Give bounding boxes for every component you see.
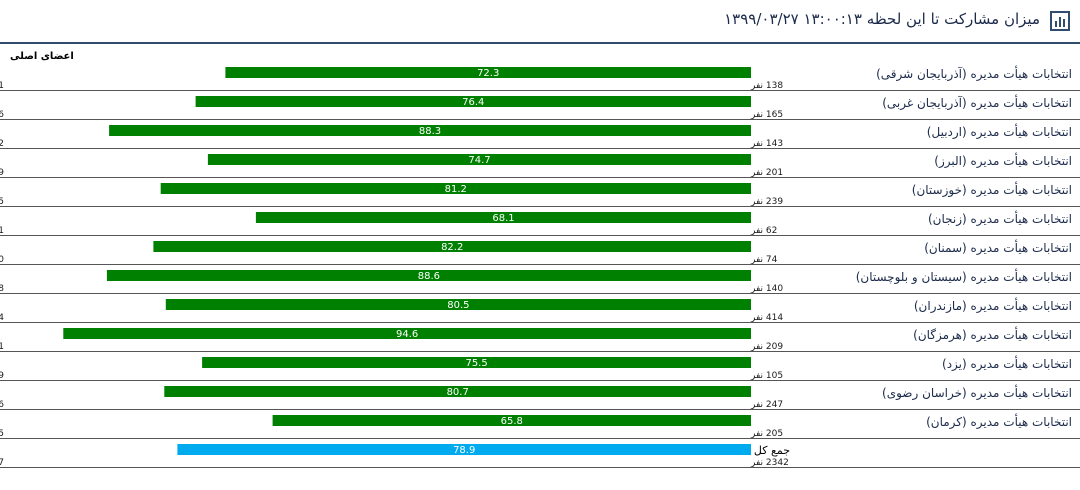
chart-header: میزان مشارکت تا این لحظه ۱۳:۰۰:۱۳ ۱۳۹۹/۰… [0,0,1080,44]
bar-value-label: 81.2 [445,184,467,195]
bar [160,183,751,194]
total-count-label: 90 نفر [0,255,4,265]
row-label: انتخابات هیأت مدیره (یزد) [942,355,1072,372]
bar-value-label: 88.6 [418,271,440,282]
total-count-label: 514 نفر [0,313,4,323]
voted-count-label: 138 نفر [750,81,783,91]
bar-value-label: 82.2 [441,242,463,253]
row-label: انتخابات هیأت مدیره (زنجان) [928,210,1072,227]
bar [164,386,752,397]
total-count-label: 162 نفر [0,139,4,149]
voted-count-label: 165 نفر [750,110,783,120]
bar [202,357,752,368]
row-label: انتخابات هیأت مدیره (خوزستان) [912,181,1072,198]
bar-value-label: 76.4 [462,97,484,108]
bar-value-label: 68.1 [492,213,514,224]
total-count-label: 295 نفر [0,197,4,207]
group-label: اعضای اصلی [10,51,74,62]
bar-value-label: 75.5 [465,358,487,369]
voted-count-label: 247 نفر [750,400,783,410]
bar [207,154,751,165]
bar [63,328,752,339]
bar [272,415,751,426]
total-bar [177,444,751,455]
row-label: انتخابات هیأت مدیره (آذربایجان غربی) [882,94,1072,111]
bar [195,96,752,107]
row-label: انتخابات هیأت مدیره (هرمزگان) [913,326,1072,343]
bar [106,270,751,281]
bar-value-label: 80.5 [447,300,469,311]
voted-count-label: 105 نفر [750,371,783,381]
bar-chart-icon [1050,11,1070,31]
row-label: انتخابات هیأت مدیره (خراسان رضوی) [882,384,1072,401]
bar [255,212,751,223]
voted-count-label: 201 نفر [750,168,783,178]
voted-count-label: 74 نفر [750,255,778,265]
bar-value-label: 94.6 [396,329,418,340]
total-count-label: 221 نفر [0,342,4,352]
voted-count-label: 205 نفر [750,429,783,439]
bar [225,67,751,78]
row-label: انتخابات هیأت مدیره (البرز) [934,152,1072,169]
bar-value-label: 65.8 [501,416,523,427]
voted-count-label: 2342 نفر [750,458,789,468]
row-label: انتخابات هیأت مدیره (آذربایجان شرقی) [876,65,1072,82]
bar-value-label: 88.3 [419,126,441,137]
total-row-label: جمع کل [754,444,790,457]
row-label: انتخابات هیأت مدیره (سمنان) [924,239,1072,256]
total-count-label: 216 نفر [0,110,4,120]
row-label: انتخابات هیأت مدیره (کرمان) [926,413,1072,430]
bar-value-label: 80.7 [447,387,469,398]
total-count-label: 139 نفر [0,371,4,381]
bar-value-label: 78.9 [453,445,475,456]
total-count-label: 315 نفر [0,429,4,439]
total-count-label: 2967 نفر [0,458,4,468]
total-count-label: 158 نفر [0,284,4,294]
bar-value-label: 74.7 [468,155,490,166]
voted-count-label: 140 نفر [750,284,783,294]
bar [165,299,752,310]
bar [153,241,751,252]
row-label: انتخابات هیأت مدیره (اردبیل) [927,123,1072,140]
chart-title: میزان مشارکت تا این لحظه ۱۳:۰۰:۱۳ ۱۳۹۹/۰… [724,10,1040,28]
voted-count-label: 414 نفر [750,313,783,323]
bar-value-label: 72.3 [477,68,499,79]
total-count-label: 91 نفر [0,226,4,236]
bar [109,125,752,136]
row-label: انتخابات هیأت مدیره (سیستان و بلوچستان) [856,268,1072,285]
total-count-label: 269 نفر [0,168,4,178]
total-count-label: 191 نفر [0,81,4,91]
voted-count-label: 239 نفر [750,197,783,207]
voted-count-label: 62 نفر [750,226,777,236]
voted-count-label: 209 نفر [750,342,783,352]
total-count-label: 306 نفر [0,400,4,410]
voted-count-label: 143 نفر [750,139,783,149]
row-label: انتخابات هیأت مدیره (مازندران) [914,297,1072,314]
